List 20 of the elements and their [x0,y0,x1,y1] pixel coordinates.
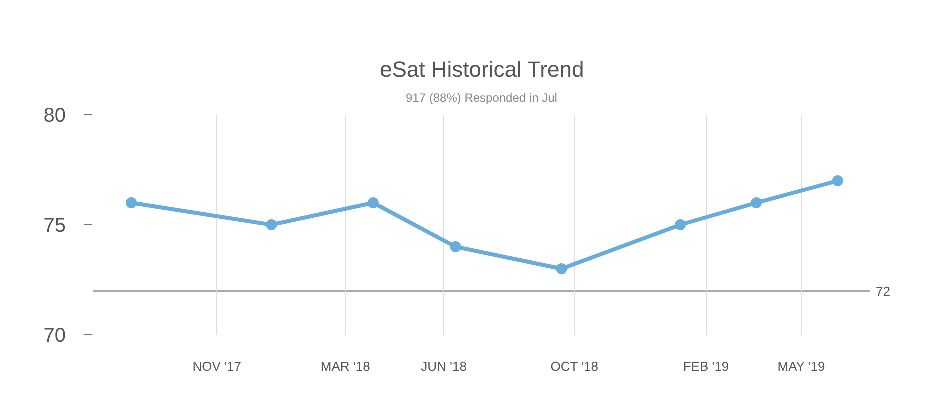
x-tick-label: NOV '17 [192,359,242,374]
y-tick-label: 75 [44,215,66,237]
x-tick-label: JUN '18 [421,359,467,374]
x-tick-label: OCT '18 [550,359,598,374]
point [126,198,138,208]
chart-title: eSat Historical Trend [380,57,584,82]
x-tick-label: FEB '19 [683,359,730,374]
point [751,198,762,208]
x-tick-label: MAR '18 [320,359,370,374]
y-tick-label: 70 [44,325,66,347]
ref-line-label: 72 [876,284,890,299]
point [266,220,278,230]
x-tick-label: MAY '19 [778,359,826,374]
point [450,242,462,252]
point [556,264,568,274]
chart-subtitle: 917 (88%) Responded in Jul [406,91,558,105]
point [675,220,686,230]
point [368,198,379,208]
point [832,176,844,186]
y-tick-label: 80 [44,105,66,127]
